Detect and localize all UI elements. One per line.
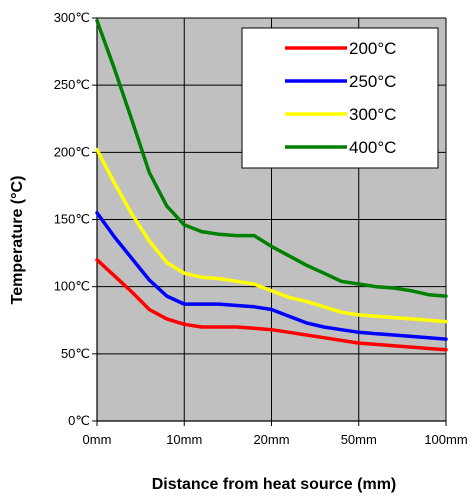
y-axis-title: Temperature (°C) [9, 176, 26, 305]
y-tick-label: 0℃ [68, 413, 90, 428]
x-tick-label: 100mm [424, 432, 467, 447]
x-axis-title: Distance from heat source (mm) [152, 476, 397, 493]
y-tick-label: 150℃ [54, 212, 90, 227]
y-tick-label: 300℃ [54, 10, 90, 25]
y-axis-ticks: 0℃ 50℃ 100℃ 150℃ 200℃ 250℃ 300℃ [54, 10, 97, 428]
series-line-2 [95, 147, 448, 324]
legend-box [241, 27, 439, 169]
y-tick-label: 100℃ [54, 279, 90, 294]
legend-label: 250°C [349, 72, 396, 91]
legend-label: 200°C [349, 39, 396, 58]
x-tick-label: 0mm [83, 432, 112, 447]
x-axis-ticks: 0mm 10mm 20mm 50mm 100mm [83, 421, 468, 447]
x-tick-label: 50mm [341, 432, 377, 447]
y-tick-label: 200℃ [54, 144, 90, 159]
x-tick-label: 10mm [166, 432, 202, 447]
series-line-1 [95, 211, 448, 341]
series-line-0 [95, 258, 448, 352]
series-lines [95, 18, 448, 352]
y-tick-label: 50℃ [61, 346, 90, 361]
y-tick-label: 250℃ [54, 77, 90, 92]
x-tick-label: 20mm [253, 432, 289, 447]
axes [96, 18, 446, 422]
legend: 200°C 250°C 300°C 400°C [241, 27, 439, 169]
series-line-3 [95, 18, 448, 298]
legend-label: 400°C [349, 138, 396, 157]
legend-label: 300°C [349, 105, 396, 124]
